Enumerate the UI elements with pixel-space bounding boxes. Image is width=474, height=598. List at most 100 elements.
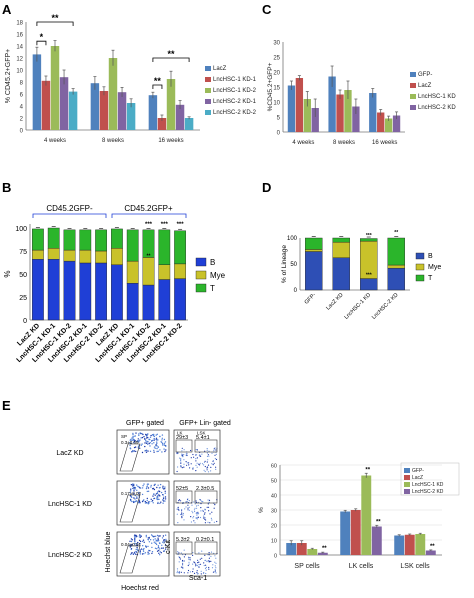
- flow-event-dot: [138, 433, 140, 435]
- flow-event-dot: [207, 554, 209, 556]
- flow-event-dot: [142, 539, 145, 541]
- flow-event-dot: [211, 567, 214, 569]
- flow-event-dot: [163, 442, 166, 444]
- bar: [286, 543, 297, 555]
- flow-event-dot: [203, 562, 205, 564]
- flow-event-dot: [205, 519, 207, 521]
- flow-event-dot: [195, 454, 198, 456]
- flow-event-dot: [142, 485, 144, 487]
- flow-event-dot: [199, 498, 201, 501]
- flow-event-dot: [136, 484, 138, 486]
- flow-event-dot: [159, 554, 161, 556]
- flow-event-dot: [190, 449, 192, 452]
- flow-event-dot: [195, 460, 197, 462]
- flow-event-dot: [156, 534, 159, 537]
- flow-event-dot: [135, 543, 137, 545]
- flow-event-dot: [203, 564, 205, 567]
- flow-event-dot: [184, 554, 186, 556]
- y-tick-label: 0: [23, 318, 27, 325]
- flow-event-dot: [155, 543, 158, 546]
- flow-event-dot: [183, 519, 185, 521]
- flow-event-dot: [137, 445, 140, 448]
- flow-event-dot: [149, 436, 152, 438]
- flow-event-dot: [134, 486, 137, 489]
- flow-event-dot: [208, 552, 210, 554]
- y-tick-label: 5: [277, 116, 281, 122]
- flow-event-dot: [153, 437, 155, 440]
- flow-event-dot: [151, 546, 153, 549]
- flow-event-dot: [162, 535, 165, 537]
- flow-event-dot: [183, 449, 185, 451]
- flow-event-dot: [187, 504, 189, 506]
- flow-event-dot: [196, 457, 198, 459]
- lsk-gate: [194, 490, 218, 504]
- flow-event-dot: [181, 467, 183, 469]
- flow-event-dot: [206, 506, 208, 508]
- flow-event-dot: [139, 553, 141, 555]
- significance-marker: ***: [177, 222, 185, 228]
- legend-entry: LncHSC-2 KD: [412, 489, 444, 495]
- flow-event-dot: [139, 487, 141, 489]
- flow-event-dot: [182, 566, 184, 568]
- panel-letter-d: D: [262, 180, 271, 195]
- flow-event-dot: [129, 544, 131, 546]
- flow-event-dot: [156, 498, 158, 500]
- flow-event-dot: [132, 433, 134, 436]
- flow-event-dot: [156, 486, 158, 489]
- flow-event-dot: [208, 557, 210, 559]
- y-axis-label: % CD45.2+GFP+: [5, 49, 12, 103]
- flow-event-dot: [157, 539, 159, 541]
- stacked-bar-segment: [174, 230, 186, 265]
- stacked-bar-segment: [95, 250, 107, 264]
- flow-event-dot: [204, 567, 207, 570]
- flow-event-dot: [139, 534, 142, 536]
- flow-event-dot: [199, 454, 201, 456]
- flow-event-dot: [188, 506, 190, 508]
- bar: [371, 526, 382, 555]
- flow-event-dot: [200, 507, 202, 509]
- legend-entry: LncHSC-2 KD: [418, 105, 456, 111]
- legend-swatch: [415, 274, 425, 282]
- flow-event-dot: [135, 553, 137, 555]
- flow-event-dot: [139, 439, 141, 441]
- bar: [336, 94, 344, 132]
- legend-swatch: [415, 263, 425, 271]
- flow-event-dot: [129, 442, 131, 444]
- flow-event-dot: [202, 517, 205, 519]
- flow-event-dot: [137, 438, 139, 440]
- flow-event-dot: [176, 570, 179, 572]
- panel-a-chart: 0 2 4 6 8 10 12 14 16 18 4 weeks 8 weeks 16 weeks Lac…: [5, 13, 257, 144]
- flow-event-dot: [178, 556, 180, 558]
- flow-event-dot: [199, 464, 201, 466]
- flow-event-dot: [213, 507, 215, 509]
- lsk-gate: [194, 541, 218, 555]
- flow-event-dot: [143, 553, 145, 555]
- flow-event-dot: [215, 567, 217, 569]
- panel-e-chart: 0 10 20 30 40 50 60 SP cells LK cells LSK cells GF…: [258, 462, 460, 570]
- flow-event-dot: [161, 544, 163, 546]
- significance-marker: **: [147, 253, 151, 259]
- legend-entry: GFP-: [418, 72, 432, 78]
- stacked-bar-segment: [158, 229, 171, 265]
- flow-event-dot: [139, 432, 141, 434]
- flow-event-dot: [136, 546, 138, 549]
- flow-event-dot: [157, 446, 159, 448]
- flow-event-dot: [159, 502, 161, 505]
- flow-event-dot: [178, 499, 181, 501]
- flow-event-dot: [164, 548, 167, 550]
- flow-event-dot: [150, 434, 152, 437]
- flow-event-dot: [208, 568, 210, 570]
- flow-event-dot: [159, 551, 161, 553]
- flow-event-dot: [139, 540, 142, 543]
- legend-swatch: [404, 475, 410, 480]
- flow-event-dot: [144, 450, 146, 452]
- flow-event-dot: [162, 485, 164, 487]
- stacked-bar-segment: [63, 249, 76, 262]
- flow-event-dot: [179, 571, 181, 573]
- flow-event-dot: [192, 563, 194, 565]
- flow-event-dot: [206, 560, 208, 563]
- flow-event-dot: [195, 449, 197, 451]
- bar: [50, 46, 60, 130]
- flow-event-dot: [161, 442, 164, 445]
- x-category-label: LncHSC-1 KD: [343, 292, 372, 321]
